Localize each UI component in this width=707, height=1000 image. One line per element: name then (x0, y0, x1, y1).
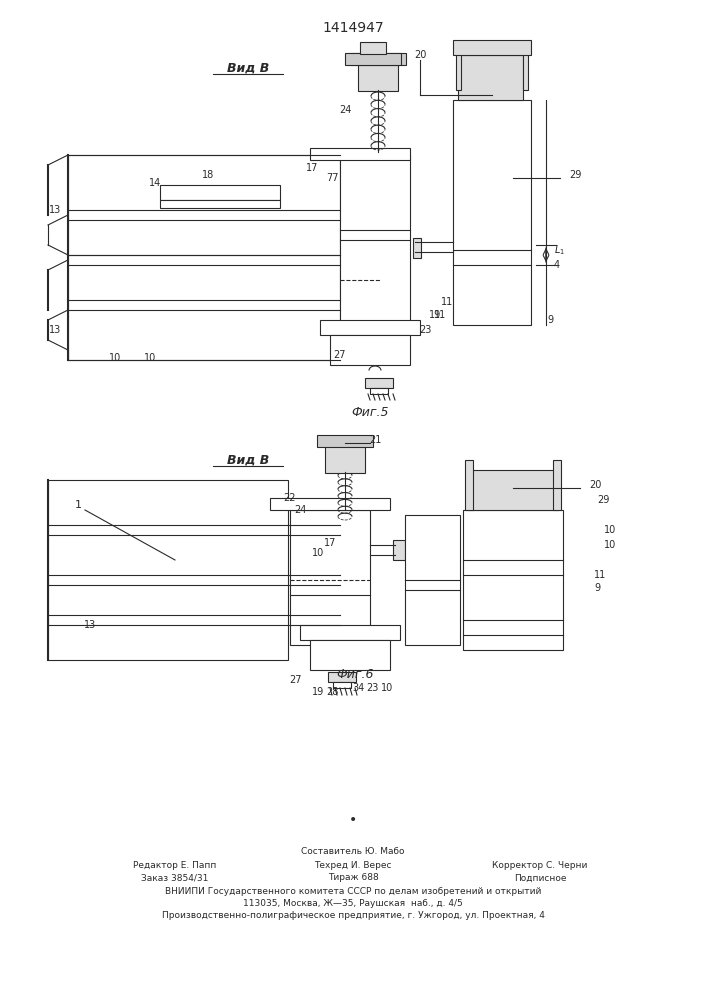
Text: 10: 10 (312, 548, 324, 558)
Text: 77: 77 (326, 173, 338, 183)
Bar (320, 320, 420, 335)
Bar (453, 40, 531, 55)
Text: ВНИИПИ Государственного комитета СССР по делам изобретений и открытий: ВНИИПИ Государственного комитета СССР по… (165, 886, 541, 896)
Bar (330, 335, 410, 365)
Text: Заказ 3854/31: Заказ 3854/31 (141, 874, 209, 882)
Bar (465, 460, 473, 510)
Text: 17: 17 (324, 538, 337, 548)
Text: 9: 9 (547, 315, 553, 325)
Bar (413, 238, 421, 258)
Text: 11: 11 (594, 570, 606, 580)
Bar (160, 185, 280, 200)
Bar (68, 155, 340, 360)
Text: Фиг.5: Фиг.5 (351, 406, 389, 418)
Text: Техред И. Верес: Техред И. Верес (314, 861, 392, 870)
Text: 27: 27 (334, 350, 346, 360)
Bar (553, 460, 561, 510)
Text: Составитель Ю. Мабо: Составитель Ю. Мабо (301, 848, 404, 856)
Text: Вид В: Вид В (227, 62, 269, 75)
Bar (468, 470, 558, 510)
Text: 22: 22 (284, 493, 296, 503)
Bar (463, 510, 563, 650)
Text: 17: 17 (306, 163, 318, 173)
Text: 13: 13 (49, 325, 61, 335)
Text: Производственно-полиграфическое предприятие, г. Ужгород, ул. Проектная, 4: Производственно-полиграфическое предприя… (162, 910, 544, 920)
Text: Подписное: Подписное (514, 874, 566, 882)
Text: Редактор Е. Папп: Редактор Е. Папп (134, 861, 216, 870)
Text: Корректор С. Черни: Корректор С. Черни (492, 861, 588, 870)
Text: 14: 14 (149, 178, 161, 188)
Bar (405, 515, 460, 645)
Bar (456, 45, 461, 90)
Text: Тираж 688: Тираж 688 (327, 874, 378, 882)
Bar (345, 53, 401, 65)
Text: 10: 10 (109, 353, 121, 363)
Text: •: • (349, 813, 357, 827)
Text: 1: 1 (74, 500, 81, 510)
Bar (358, 63, 398, 91)
Bar (317, 435, 373, 447)
Bar (370, 388, 388, 394)
Text: 113035, Москва, Ж—35, Раушская  наб., д. 4/5: 113035, Москва, Ж—35, Раушская наб., д. … (243, 898, 463, 908)
Text: 23: 23 (419, 325, 431, 335)
Bar (360, 42, 386, 54)
Text: 20: 20 (414, 50, 426, 60)
Bar (333, 682, 351, 688)
Bar (458, 55, 523, 100)
Text: 19: 19 (429, 310, 441, 320)
Text: 18: 18 (202, 170, 214, 180)
Text: 11: 11 (434, 310, 446, 320)
Text: 27: 27 (288, 675, 301, 685)
Text: 21: 21 (369, 435, 381, 445)
Text: 11: 11 (441, 297, 453, 307)
Text: 34: 34 (352, 683, 364, 693)
Text: 24: 24 (339, 105, 351, 115)
Bar (365, 378, 393, 388)
Text: 9: 9 (594, 583, 600, 593)
Bar (393, 540, 405, 560)
Text: 13: 13 (84, 620, 96, 630)
Bar (340, 155, 410, 330)
Bar (453, 100, 531, 325)
Text: 10: 10 (144, 353, 156, 363)
Text: 29: 29 (597, 495, 609, 505)
Bar (48, 480, 288, 660)
Text: 23: 23 (366, 683, 378, 693)
Text: 10: 10 (604, 540, 616, 550)
Text: 4: 4 (554, 260, 560, 270)
Text: 10: 10 (604, 525, 616, 535)
Text: 28: 28 (326, 687, 338, 697)
Text: 19: 19 (312, 687, 324, 697)
Bar (270, 498, 390, 510)
Bar (328, 672, 356, 682)
Text: 1414947: 1414947 (322, 21, 384, 35)
Text: Фиг.6: Фиг.6 (337, 668, 374, 682)
Bar (300, 625, 400, 640)
Bar (325, 445, 365, 473)
Bar (523, 45, 528, 90)
Bar (290, 510, 370, 645)
Bar (310, 148, 410, 160)
Bar (310, 640, 390, 670)
Text: 20: 20 (589, 480, 601, 490)
Bar (350, 53, 406, 65)
Text: 13: 13 (49, 205, 61, 215)
Text: Вид В: Вид В (227, 454, 269, 466)
Bar (160, 200, 280, 208)
Text: 10: 10 (381, 683, 393, 693)
Text: $L_1$: $L_1$ (554, 243, 565, 257)
Text: 24: 24 (294, 505, 306, 515)
Text: 29: 29 (569, 170, 581, 180)
